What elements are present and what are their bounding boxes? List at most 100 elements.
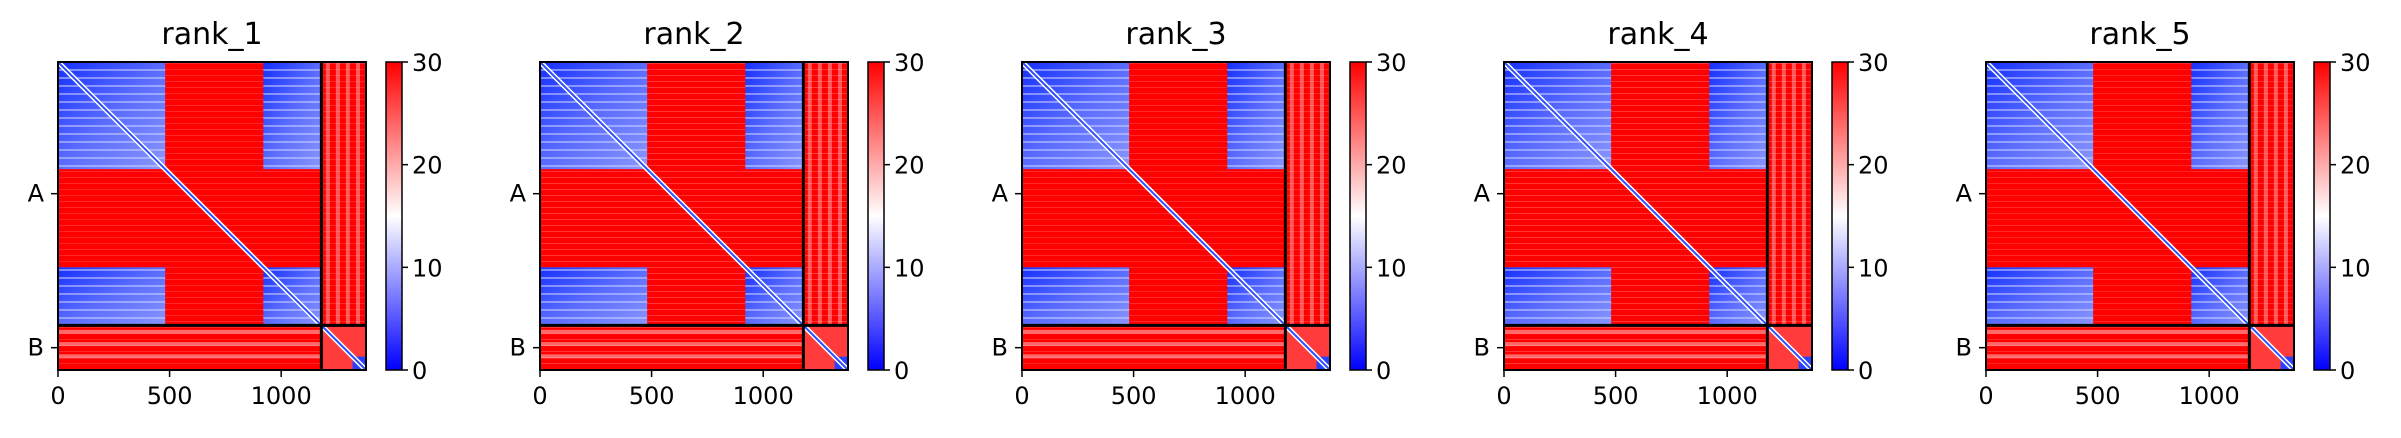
streak (1022, 354, 1286, 359)
x-tick-label: 0 (1496, 382, 1511, 410)
x-tick-label: 0 (1978, 382, 1993, 410)
colorbar (2313, 61, 2331, 371)
colorbar-tick-label: 0 (412, 357, 427, 385)
x-tick-label: 500 (1593, 382, 1639, 410)
streak (345, 62, 350, 326)
colorbar-tick-label: 30 (1376, 49, 1407, 77)
y-tick-label-B: B (28, 334, 44, 362)
x-tick-label: 500 (147, 382, 193, 410)
x-tick-label: 1000 (1215, 382, 1276, 410)
domain-block-stripes (1709, 62, 1768, 170)
panel-title: rank_5 (2089, 17, 2190, 52)
x-tick-label: 1000 (251, 382, 312, 410)
x-tick-label: 0 (1014, 382, 1029, 410)
colorbar-tick-label: 20 (412, 152, 443, 180)
streak (1309, 62, 1314, 326)
domain-block-stripes (263, 62, 322, 170)
y-tick-label-A: A (28, 180, 45, 208)
colorbar-tick-label: 20 (2340, 152, 2371, 180)
panel-title: rank_3 (1125, 17, 1226, 52)
streak (1986, 329, 2250, 334)
streak (1504, 329, 1768, 334)
plot-frame (1985, 61, 2295, 371)
colorbar-tick-label: 10 (412, 254, 443, 282)
colorbar-tick-label: 0 (894, 357, 909, 385)
y-tick-label-A: A (510, 180, 527, 208)
streak (58, 329, 322, 334)
x-tick-label: 0 (532, 382, 547, 410)
x-tick-label: 500 (1111, 382, 1157, 410)
streak (540, 342, 804, 347)
streak (1022, 342, 1286, 347)
domain-block-stripes (540, 267, 648, 326)
streak (58, 354, 322, 359)
colorbar-tick-label: 10 (1858, 254, 1889, 282)
domain-block-stripes (2191, 62, 2250, 170)
streak (1299, 62, 1304, 326)
panel-title: rank_4 (1607, 17, 1708, 52)
y-tick-label-A: A (1474, 180, 1491, 208)
colorbar-tick-label: 10 (2340, 254, 2371, 282)
x-tick-label: 1000 (733, 382, 794, 410)
streak (2283, 62, 2288, 326)
streak (1289, 62, 1294, 326)
plot-frame (57, 61, 367, 371)
diagonal-core (1503, 61, 1813, 371)
x-tick-label: 500 (2075, 382, 2121, 410)
domain-block-stripes (58, 267, 166, 326)
colorbar (867, 61, 885, 371)
streak (1771, 62, 1776, 326)
colorbar-tick-label: 20 (1858, 152, 1889, 180)
streak (1791, 62, 1796, 326)
streak (1986, 354, 2250, 359)
streak (1986, 342, 2250, 347)
streak (325, 62, 330, 326)
plot-frame (1503, 61, 1813, 371)
domain-block-stripes (745, 62, 804, 170)
streak (807, 62, 812, 326)
plot-frame (539, 61, 849, 371)
colorbar-tick-label: 30 (1858, 49, 1889, 77)
x-tick-label: 1000 (1697, 382, 1758, 410)
streak (540, 354, 804, 359)
domain-block-stripes (1986, 267, 2094, 326)
diagonal-core (1021, 61, 1331, 371)
colorbar (385, 61, 403, 371)
colorbar-tick-label: 20 (1376, 152, 1407, 180)
streak (837, 62, 842, 326)
streak (58, 342, 322, 347)
colorbar-tick-label: 20 (894, 152, 925, 180)
diagonal-core (57, 61, 367, 371)
x-tick-label: 1000 (2179, 382, 2240, 410)
streak (1022, 329, 1286, 334)
x-tick-label: 500 (629, 382, 675, 410)
streak (1319, 62, 1324, 326)
y-tick-label-B: B (992, 334, 1008, 362)
colorbar-tick-label: 0 (1858, 357, 1873, 385)
colorbar-tick-label: 30 (2340, 49, 2371, 77)
y-tick-label-B: B (1956, 334, 1972, 362)
colorbar-tick-label: 10 (894, 254, 925, 282)
streak (1504, 354, 1768, 359)
domain-block-stripes (1227, 62, 1286, 170)
colorbar-tick-label: 0 (1376, 357, 1391, 385)
domain-block-stripes (1504, 267, 1612, 326)
diagonal-core (1985, 61, 2295, 371)
streak (827, 62, 832, 326)
colorbar-tick-label: 10 (1376, 254, 1407, 282)
y-tick-label-A: A (1956, 180, 1973, 208)
streak (2273, 62, 2278, 326)
domain-block-stripes (1022, 267, 1130, 326)
colorbar (1831, 61, 1849, 371)
y-tick-label-B: B (510, 334, 526, 362)
streak (355, 62, 360, 326)
x-tick-label: 0 (50, 382, 65, 410)
y-tick-label-A: A (992, 180, 1009, 208)
streak (1504, 342, 1768, 347)
y-tick-label-B: B (1474, 334, 1490, 362)
